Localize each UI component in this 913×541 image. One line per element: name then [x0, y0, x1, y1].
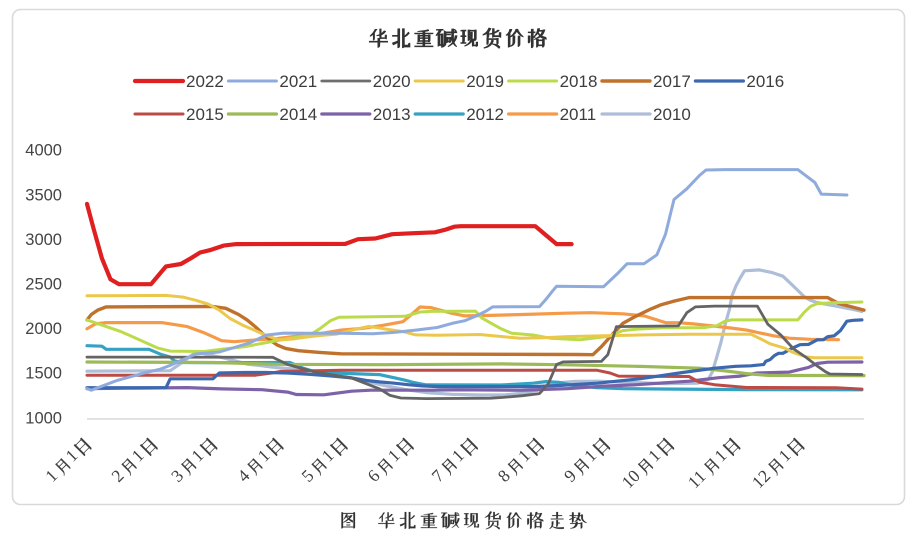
svg-text:2020: 2020	[373, 72, 411, 91]
svg-text:2016: 2016	[746, 72, 784, 91]
svg-text:2010: 2010	[653, 105, 691, 124]
svg-text:4000: 4000	[25, 142, 62, 160]
svg-text:2021: 2021	[279, 72, 317, 91]
svg-text:2011: 2011	[560, 105, 597, 124]
svg-text:2022: 2022	[186, 72, 224, 91]
svg-text:2017: 2017	[653, 72, 691, 91]
svg-text:3000: 3000	[25, 231, 62, 249]
svg-text:2500: 2500	[25, 276, 62, 294]
svg-text:2018: 2018	[560, 72, 598, 91]
svg-text:3500: 3500	[25, 186, 62, 204]
svg-text:1000: 1000	[25, 409, 62, 427]
svg-text:2019: 2019	[466, 72, 504, 91]
svg-text:1500: 1500	[25, 365, 62, 383]
svg-text:2014: 2014	[279, 105, 317, 124]
svg-text:2000: 2000	[25, 320, 62, 338]
svg-text:2015: 2015	[186, 105, 224, 124]
svg-text:2013: 2013	[373, 105, 411, 124]
svg-text:2012: 2012	[466, 105, 504, 124]
